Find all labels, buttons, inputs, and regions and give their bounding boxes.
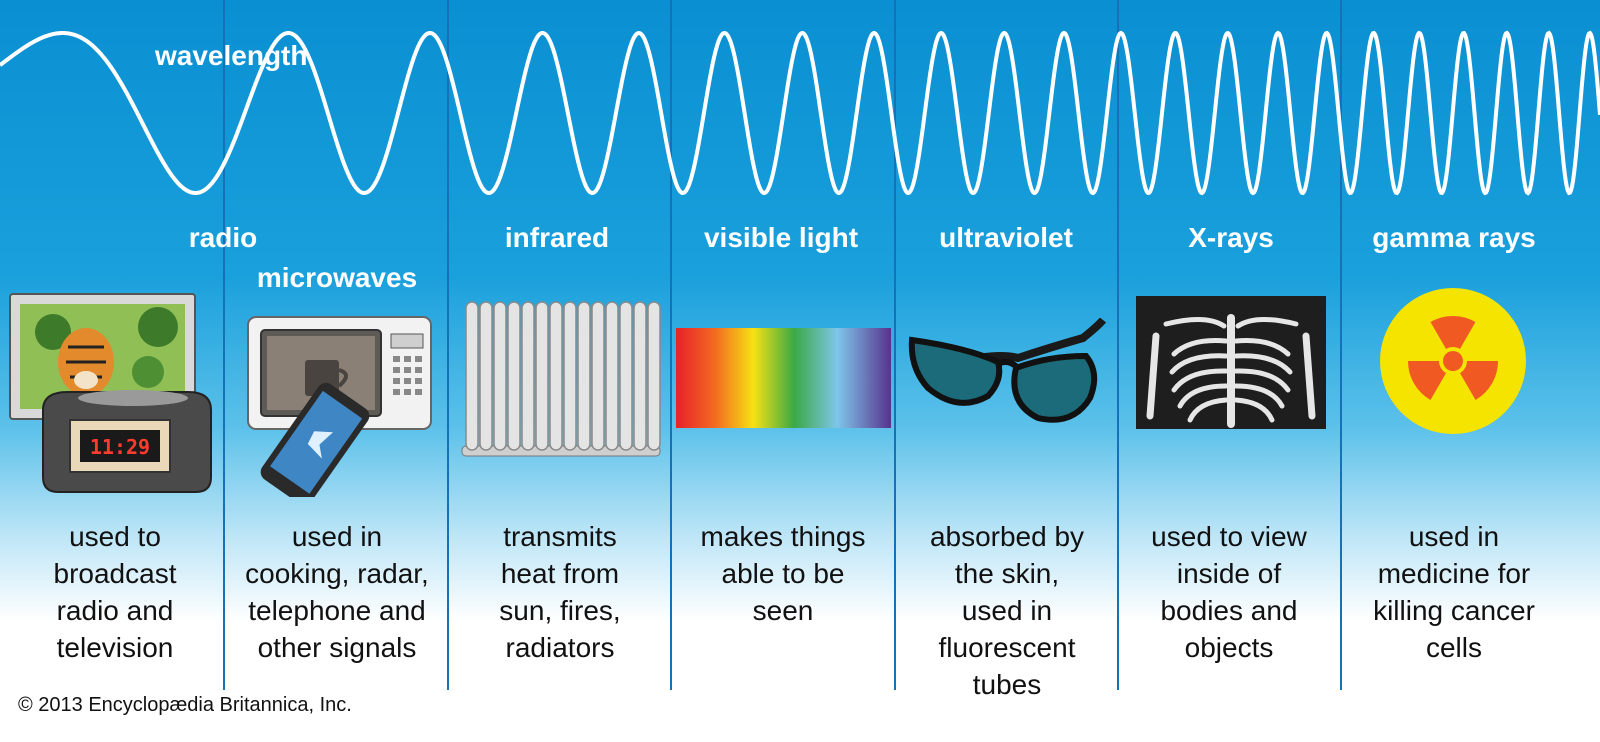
radiation-symbol-icon bbox=[1380, 288, 1526, 434]
radiator-fin bbox=[465, 301, 479, 451]
microwaves-illustration bbox=[247, 316, 432, 497]
radiator-fin bbox=[535, 301, 549, 451]
desc-gamma-rays: used in medicine for killing cancer cell… bbox=[1373, 521, 1535, 663]
radiator-fin bbox=[577, 301, 591, 451]
radiator-fin bbox=[493, 301, 507, 451]
desc-x-rays: used to view inside of bodies and object… bbox=[1151, 521, 1307, 663]
label-radio: radio bbox=[188, 222, 258, 253]
desc-microwaves: used in cooking, radar, telephone and ot… bbox=[245, 521, 429, 663]
sunglasses-icon bbox=[908, 318, 1107, 423]
clock-radio-icon: 11:29 bbox=[42, 390, 212, 493]
band-divider bbox=[894, 0, 896, 690]
radiator-fin bbox=[563, 301, 577, 451]
radio-illustration: 11:29 bbox=[9, 293, 212, 493]
radiator-fin bbox=[619, 301, 633, 451]
wavelength-wave bbox=[0, 30, 1600, 196]
microwave-oven-icon bbox=[247, 316, 432, 430]
label-x-rays: X-rays bbox=[1188, 222, 1274, 253]
radiator-fin bbox=[521, 301, 535, 451]
radiator-fin bbox=[605, 301, 619, 451]
band-divider bbox=[447, 0, 449, 690]
band-divider bbox=[670, 0, 672, 690]
xray-chest-icon bbox=[1136, 296, 1326, 429]
label-visible-light: visible light bbox=[703, 222, 859, 253]
band-divider bbox=[1117, 0, 1119, 690]
tv-icon bbox=[9, 293, 196, 420]
desc-radio: used to broadcast radio and television bbox=[53, 521, 177, 663]
radiator-fin bbox=[591, 301, 605, 451]
smartphone-icon bbox=[260, 382, 370, 497]
wave-svg bbox=[0, 30, 1600, 196]
radiator-fin bbox=[549, 301, 563, 451]
label-gamma-rays: gamma rays bbox=[1372, 222, 1536, 253]
radiator-icon bbox=[461, 301, 661, 457]
wavelength-label: wavelength bbox=[155, 40, 308, 71]
clock-display: 11:29 bbox=[90, 435, 150, 459]
label-ultraviolet: ultraviolet bbox=[939, 222, 1073, 253]
copyright-text: © 2013 Encyclopædia Britannica, Inc. bbox=[18, 694, 352, 716]
band-divider bbox=[223, 0, 225, 690]
desc-infrared: transmits heat from sun, fires, radiator… bbox=[499, 521, 621, 663]
spectrum-icon bbox=[676, 328, 891, 428]
desc-ultraviolet: absorbed by the skin, used in fluorescen… bbox=[929, 521, 1085, 700]
band-divider bbox=[1340, 0, 1342, 690]
radiator-fin bbox=[479, 301, 493, 451]
radiator-fin bbox=[633, 301, 647, 451]
radiator-fin bbox=[647, 301, 661, 451]
label-infrared: infrared bbox=[504, 222, 610, 253]
radiator-fin bbox=[507, 301, 521, 451]
label-microwaves: microwaves bbox=[256, 262, 418, 293]
desc-visible-light: makes things able to be seen bbox=[700, 521, 866, 626]
